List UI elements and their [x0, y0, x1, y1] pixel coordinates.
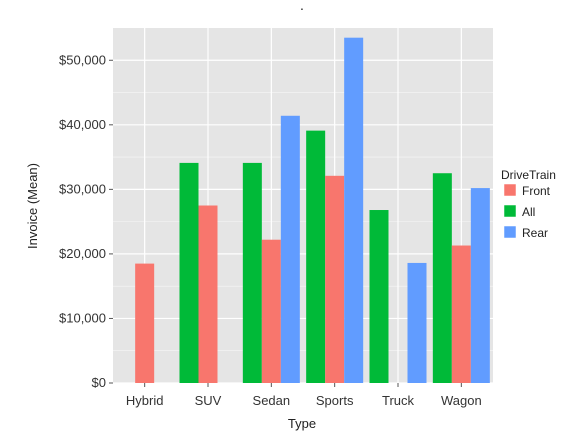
bar-all-truck — [369, 210, 389, 383]
x-tick-label: Sports — [316, 393, 354, 408]
y-tick-label: $30,000 — [59, 181, 106, 196]
legend-label-all: All — [522, 205, 535, 219]
bar-rear-truck — [407, 262, 427, 383]
y-tick-label: $0 — [92, 375, 106, 390]
bar-all-suv — [179, 162, 199, 383]
y-axis-title: Invoice (Mean) — [25, 163, 40, 249]
legend-swatch-rear — [503, 225, 517, 239]
legend-swatch-front — [503, 183, 517, 197]
bar-rear-wagon — [470, 188, 490, 383]
legend-items: Front All Rear — [503, 183, 551, 240]
bar-rear-sports — [344, 37, 364, 383]
bars — [135, 37, 490, 384]
bar-front-suv — [198, 205, 218, 383]
x-tick-label: Sedan — [253, 393, 291, 408]
bar-all-wagon — [432, 173, 452, 383]
bar-rear-sedan — [280, 115, 300, 384]
bar-front-sedan — [261, 239, 281, 383]
bar-all-sports — [306, 130, 326, 383]
x-tick-labels: Hybrid SUV Sedan Sports Truck Wagon — [126, 393, 482, 408]
legend-swatch-all — [503, 204, 517, 218]
y-tick-label: $10,000 — [59, 310, 106, 325]
y-tick-label: $40,000 — [59, 117, 106, 132]
x-tick-label: Truck — [382, 393, 415, 408]
y-tick-label: $50,000 — [59, 52, 106, 67]
bar-front-hybrid — [135, 263, 155, 383]
legend-label-rear: Rear — [522, 226, 548, 240]
bar-front-sports — [325, 175, 345, 383]
plot-panel — [113, 28, 493, 383]
x-tick-label: SUV — [195, 393, 222, 408]
bar-front-wagon — [451, 245, 471, 383]
legend: DriveTrain Front All Rear — [501, 168, 556, 240]
x-tick-label: Hybrid — [126, 393, 164, 408]
x-tick-label: Wagon — [441, 393, 482, 408]
chart-title: . — [300, 0, 304, 13]
y-tick-label: $20,000 — [59, 246, 106, 261]
tick-marks — [109, 59, 462, 387]
x-axis-title: Type — [288, 416, 316, 431]
y-tick-labels: $0 $10,000 $20,000 $30,000 $40,000 $50,000 — [59, 52, 106, 390]
legend-title: DriveTrain — [501, 168, 556, 182]
legend-label-front: Front — [522, 184, 551, 198]
bar-all-sedan — [242, 162, 262, 383]
